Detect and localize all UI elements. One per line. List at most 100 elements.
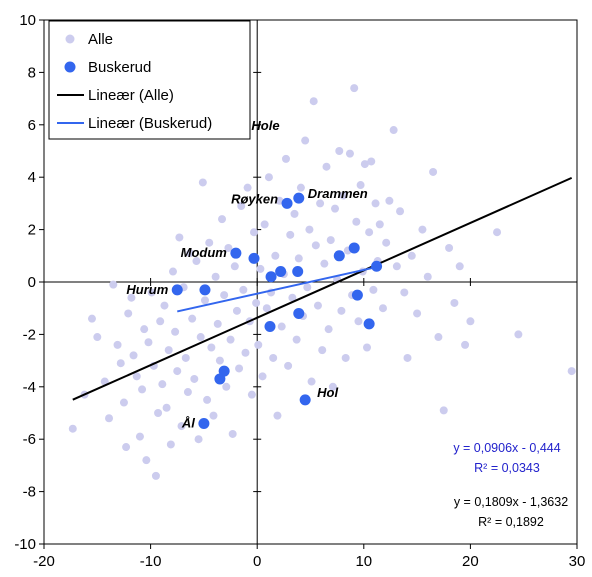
point-alle xyxy=(284,361,293,370)
point-alle xyxy=(164,346,173,355)
point-alle xyxy=(434,333,443,342)
point-alle xyxy=(385,196,394,205)
point-alle xyxy=(129,351,138,360)
point-alle xyxy=(226,335,235,344)
legend-marker-buskerud xyxy=(64,61,76,73)
point-label: Drammen xyxy=(308,186,368,201)
point-alle xyxy=(445,243,454,252)
point-alle xyxy=(142,456,151,465)
point-alle xyxy=(324,325,333,334)
point-alle xyxy=(160,301,169,310)
point-alle xyxy=(369,285,378,294)
point-alle xyxy=(271,251,280,260)
point-buskerud xyxy=(265,271,277,283)
point-buskerud xyxy=(293,192,305,204)
point-alle xyxy=(224,243,233,252)
point-alle xyxy=(396,207,405,216)
point-alle xyxy=(256,264,265,273)
point-alle xyxy=(162,403,171,412)
trendline-buskerud xyxy=(177,266,377,313)
point-alle xyxy=(352,217,361,226)
point-alle xyxy=(335,147,344,155)
point-alle xyxy=(439,406,448,415)
point-alle xyxy=(356,181,365,190)
buskerud-equation: y = 0,0906x - 0,444 xyxy=(453,441,560,455)
point-alle xyxy=(196,333,205,342)
point-alle xyxy=(237,202,246,211)
point-alle xyxy=(258,372,267,381)
point-alle xyxy=(345,149,354,158)
point-alle xyxy=(194,435,203,444)
point-alle xyxy=(239,285,248,294)
point-label: Hol xyxy=(317,385,338,400)
point-alle xyxy=(122,443,131,452)
point-alle xyxy=(241,348,250,357)
point-alle xyxy=(354,317,363,326)
point-alle xyxy=(286,230,295,239)
point-alle xyxy=(277,322,286,331)
point-alle xyxy=(307,377,316,386)
point-alle xyxy=(116,359,125,368)
y-tick-label: 2 xyxy=(28,222,36,239)
y-tick-label: 6 xyxy=(28,117,36,134)
point-alle xyxy=(119,398,128,407)
point-alle xyxy=(181,353,190,362)
y-tick-label: 8 xyxy=(28,64,36,81)
point-alle xyxy=(109,280,118,289)
point-alle xyxy=(371,199,380,208)
point-alle xyxy=(262,304,271,313)
point-alle xyxy=(192,257,201,266)
trend-lines xyxy=(72,176,573,401)
y-tick-label: 10 xyxy=(19,12,36,29)
point-alle xyxy=(269,353,278,362)
point-alle xyxy=(183,388,192,397)
trendline-alle xyxy=(72,176,573,401)
point-alle xyxy=(281,154,290,163)
point-alle xyxy=(252,298,261,307)
legend: Alle Buskerud Lineær (Alle) Lineær (Busk… xyxy=(48,20,251,140)
point-alle xyxy=(140,325,149,334)
point-alle xyxy=(250,228,259,237)
point-alle xyxy=(423,272,432,281)
point-alle xyxy=(144,338,153,347)
point-buskerud xyxy=(171,284,183,296)
point-alle xyxy=(360,160,369,169)
point-alle xyxy=(93,333,102,342)
point-alle xyxy=(105,414,114,423)
point-alle xyxy=(365,228,374,237)
alle-equation: y = 0,1809x - 1,3632 xyxy=(454,495,568,509)
point-alle xyxy=(320,259,329,268)
point-alle xyxy=(207,343,216,352)
point-buskerud xyxy=(292,266,304,278)
y-tick-label: -8 xyxy=(23,484,36,501)
point-alle xyxy=(341,353,350,362)
point-alle xyxy=(273,411,282,420)
point-alle xyxy=(292,335,301,344)
point-alle xyxy=(154,409,163,417)
point-alle xyxy=(461,340,470,349)
series-buskerud xyxy=(171,119,383,429)
point-labels: Hole Drammen Røyken Modum Hurum Hol Ål xyxy=(126,118,367,431)
point-alle xyxy=(243,183,252,192)
point-alle xyxy=(190,374,199,383)
x-tick-label: -10 xyxy=(140,553,162,570)
x-tick-label: -20 xyxy=(33,553,55,570)
point-alle xyxy=(331,204,340,213)
point-alle xyxy=(350,84,359,93)
point-alle xyxy=(205,238,214,247)
point-buskerud xyxy=(293,307,305,319)
y-tick-label: -2 xyxy=(23,326,36,343)
point-alle xyxy=(301,136,310,145)
legend-label-trend-buskerud: Lineær (Buskerud) xyxy=(88,115,212,132)
point-alle xyxy=(313,301,322,310)
point-alle xyxy=(166,440,175,449)
legend-label-alle: Alle xyxy=(88,31,113,48)
point-alle xyxy=(198,178,207,187)
point-buskerud xyxy=(214,373,226,385)
point-alle xyxy=(151,471,160,480)
point-alle xyxy=(290,209,299,218)
point-alle xyxy=(218,215,227,224)
regression-equations: y = 0,0906x - 0,444 R² = 0,0343 y = 0,18… xyxy=(453,441,568,529)
point-buskerud xyxy=(198,417,210,429)
